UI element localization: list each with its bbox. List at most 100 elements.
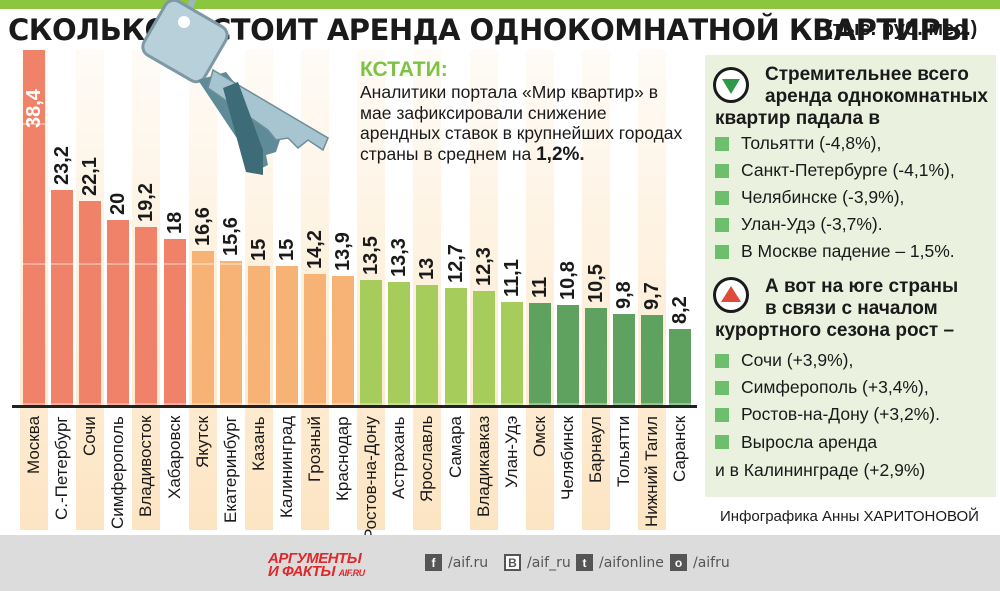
decline-heading-line2: аренда однокомнатных xyxy=(765,86,988,107)
chart-bar xyxy=(585,307,607,405)
growth-list: Сочи (+3,9%), Симферополь (+3,4%), Росто… xyxy=(705,347,940,453)
category-label: Симферополь xyxy=(108,416,128,529)
chart-bar xyxy=(163,238,186,405)
note-box: КСТАТИ: Аналитики портала «Мир квартир» … xyxy=(360,58,690,165)
category-label: Грозный xyxy=(305,416,324,482)
chart-bar xyxy=(444,287,467,405)
bar-value-label: 22,1 xyxy=(79,156,102,196)
gridline xyxy=(163,263,186,265)
chart-bar xyxy=(304,273,326,405)
bar-value-label: 11,1 xyxy=(500,259,523,298)
category-label: Хабаровск xyxy=(164,416,184,500)
growth-heading-line3: курортного сезона рост – xyxy=(715,320,955,341)
bar-value-label: 9,7 xyxy=(641,282,664,311)
gridline xyxy=(135,402,158,405)
chart-baseline xyxy=(12,405,697,408)
chart-bar xyxy=(135,227,158,405)
category-label: Тольятти xyxy=(614,416,634,488)
facebook-icon: f xyxy=(425,554,442,571)
gridline xyxy=(444,402,467,405)
chart-bar xyxy=(79,200,102,405)
gridline xyxy=(556,402,579,405)
category-label: Челябинск xyxy=(557,416,577,500)
gridline xyxy=(416,403,439,405)
category-label: Самара xyxy=(445,416,465,478)
social-link-odnoklassniki[interactable]: o /aifru xyxy=(670,554,730,571)
bullet-square-icon xyxy=(715,164,729,178)
list-item: Челябинске (-3,9%), xyxy=(705,184,955,211)
gridline xyxy=(360,403,383,405)
bar-value-label: 10,8 xyxy=(556,261,579,301)
category-label: Саранск xyxy=(670,416,690,483)
gridline xyxy=(669,402,692,405)
decline-list: Тольятти (-4,8%), Санкт-Петербурге (-4,1… xyxy=(705,130,955,265)
bar-value-label: 23,2 xyxy=(51,146,74,186)
social-link-twitter[interactable]: t /aifonline xyxy=(576,554,664,571)
list-item: Симферополь (+3,4%), xyxy=(705,374,940,401)
gridline xyxy=(472,402,495,405)
changes-panel: Стремительнее всего аренда однокомнатных… xyxy=(705,55,996,497)
category-label: Москва xyxy=(24,416,43,475)
decline-heading-line1: Стремительнее всего xyxy=(765,64,969,85)
social-link-facebook[interactable]: f /aif.ru xyxy=(425,554,488,571)
list-item: Ростов-на-Дону (+3,2%). xyxy=(705,401,940,428)
decline-heading-line3: квартир падала в xyxy=(715,108,880,129)
category-label: Екатеринбург xyxy=(220,416,240,523)
gridline xyxy=(163,403,186,405)
list-item: Сочи (+3,9%), xyxy=(705,347,940,374)
note-heading: КСТАТИ: xyxy=(360,58,448,81)
gridline xyxy=(528,403,551,405)
social-link-vk[interactable]: B /aif_ru xyxy=(504,554,571,571)
category-label: Сочи xyxy=(80,416,100,456)
bar-value-label: 11 xyxy=(528,277,551,299)
bar-value-label: 14,2 xyxy=(304,229,326,269)
chart-bar xyxy=(51,190,74,405)
chart-bar xyxy=(23,49,45,405)
growth-last-item-line2: и в Калининграде (+2,9%) xyxy=(715,460,926,480)
chart-bar xyxy=(613,314,636,405)
gridline xyxy=(219,402,242,405)
gridline xyxy=(304,402,326,405)
bar-value-label: 10,5 xyxy=(585,263,607,303)
gridline xyxy=(79,262,102,265)
growth-heading-line2: в связи с началом xyxy=(765,298,938,319)
aif-logo[interactable]: АРГУМЕНТЫ И ФАКТЫ AIF.RU xyxy=(268,550,365,580)
down-triangle-icon xyxy=(713,67,749,103)
category-label: Барнаул xyxy=(586,416,605,483)
chart-bar xyxy=(191,251,214,405)
gridline xyxy=(191,402,214,405)
list-item: Тольятти (-4,8%), xyxy=(705,130,955,157)
bullet-square-icon xyxy=(715,354,729,368)
category-label: Казань xyxy=(248,416,268,471)
category-label: Омск xyxy=(529,416,549,457)
gridline xyxy=(219,262,242,265)
list-item: В Москве падение – 1,5%. xyxy=(705,238,955,265)
gridline xyxy=(135,262,158,265)
category-label: Владивосток xyxy=(136,416,156,518)
chart-bar xyxy=(219,260,242,405)
gridline xyxy=(191,262,214,265)
gridline xyxy=(23,263,45,265)
category-label: Краснодар xyxy=(333,416,353,501)
infographic-credit: Инфографика Анны ХАРИТОНОВОЙ xyxy=(720,508,979,525)
bullet-square-icon xyxy=(715,218,729,232)
gridline xyxy=(585,403,607,405)
list-item: Улан-Удэ (-3,7%). xyxy=(705,211,955,238)
category-label: Астрахань xyxy=(389,416,409,499)
bullet-square-icon xyxy=(715,245,729,259)
background-stripe xyxy=(582,50,610,530)
gridline xyxy=(107,403,130,405)
gridline xyxy=(51,402,74,405)
gridline xyxy=(641,402,664,405)
gridline xyxy=(275,403,298,405)
page-title-part1: СКОЛЬКО xyxy=(8,13,169,47)
chart-bar xyxy=(107,220,130,405)
gridline xyxy=(23,403,45,405)
background-stripe xyxy=(638,50,667,530)
bar-value-label: 13,9 xyxy=(332,232,355,272)
chart-bar xyxy=(472,291,495,405)
background-stripe xyxy=(469,50,498,530)
chart-bar xyxy=(332,276,355,405)
gridline xyxy=(388,402,411,405)
vk-icon: B xyxy=(504,554,521,571)
